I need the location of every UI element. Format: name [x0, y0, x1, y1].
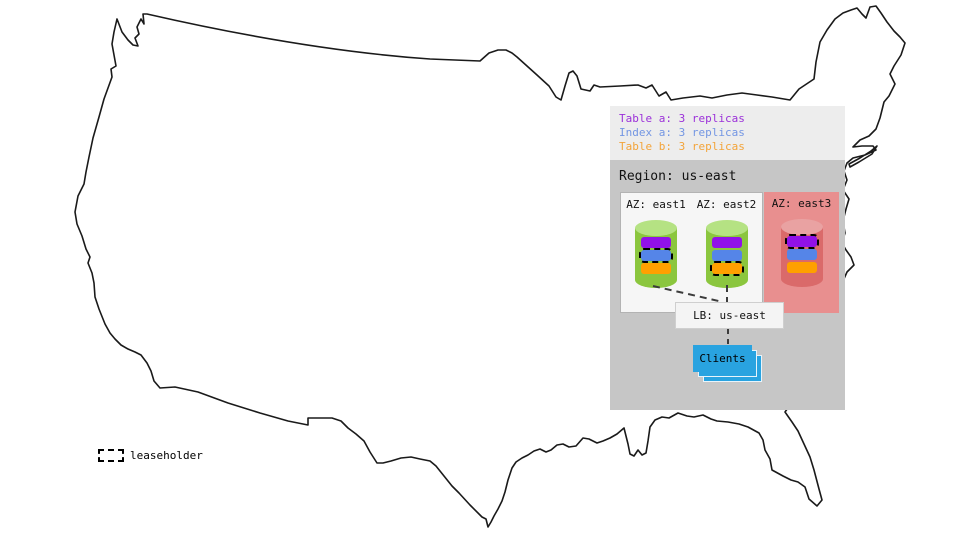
legend-table-a: Table a: 3 replicas — [619, 112, 745, 125]
load-balancer-box: LB: us-east — [675, 302, 784, 329]
clients-stack: Clients — [693, 345, 763, 383]
replica-bar-table-b-leaseholder — [709, 261, 744, 276]
us-map-outline — [74, 5, 906, 528]
replica-bar-table-b — [641, 263, 671, 274]
cylinder-top — [780, 219, 823, 235]
region-title: Region: us-east — [619, 169, 737, 184]
load-balancer-label: LB: us-east — [693, 309, 766, 322]
az-east2-label: AZ: east2 — [696, 198, 757, 211]
az-east1-box: AZ: east1 — [620, 192, 692, 313]
replica-bars — [784, 234, 819, 273]
leaseholder-key: leaseholder — [98, 449, 203, 462]
replica-bar-table-b — [786, 262, 817, 273]
legend-index-a: Index a: 3 replicas — [619, 126, 745, 139]
connector-lines — [652, 285, 729, 344]
replica-bar-table-a-leaseholder — [784, 234, 819, 249]
replica-bars — [639, 237, 673, 274]
replica-bar-table-a — [711, 237, 742, 248]
leaseholder-swatch-icon — [98, 449, 124, 462]
replica-bar-index-a — [711, 250, 742, 261]
az-east2-box: AZ: east2 — [691, 192, 763, 313]
region-panel: Region: us-east AZ: east1 AZ: east2 AZ: … — [610, 160, 845, 410]
replica-bars — [709, 237, 744, 276]
clients-label: Clients — [699, 352, 746, 365]
leaseholder-key-label: leaseholder — [130, 449, 203, 462]
clients-box: Clients — [693, 345, 752, 372]
az-east1-label: AZ: east1 — [626, 198, 686, 211]
replica-bar-table-a — [641, 237, 671, 248]
connector-east1-to-lb — [652, 285, 724, 303]
replica-legend-panel: Table a: 3 replicas Index a: 3 replicas … — [610, 106, 845, 160]
az-east3-box: AZ: east3 — [764, 192, 839, 313]
cylinder-top — [705, 220, 748, 236]
az-east3-label: AZ: east3 — [771, 197, 832, 210]
replica-bar-index-a — [786, 249, 817, 260]
cylinder-top — [635, 220, 677, 236]
legend-table-b: Table b: 3 replicas — [619, 140, 745, 153]
replica-bar-index-a-leaseholder — [639, 248, 673, 263]
